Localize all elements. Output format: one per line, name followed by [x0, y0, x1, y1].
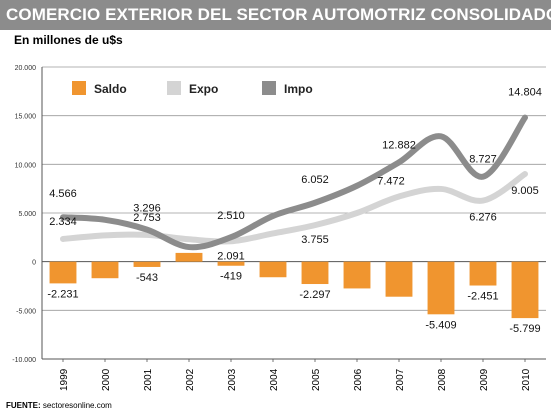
x-tick-label: 1999	[59, 368, 70, 391]
legend-label-saldo: Saldo	[94, 82, 127, 96]
y-tick-label: 15.000	[15, 114, 37, 121]
saldo-value-label: -543	[136, 272, 158, 284]
title-bar: COMERCIO EXTERIOR DEL SECTOR AUTOMOTRIZ …	[0, 0, 551, 30]
legend-swatch-impo	[262, 81, 276, 95]
saldo-bar	[385, 261, 413, 297]
saldo-bar	[175, 252, 203, 262]
impo-line	[60, 114, 528, 251]
expo-value-label: 9.005	[511, 185, 539, 197]
y-tick-label: -10.000	[12, 357, 36, 364]
y-tick-label: 0	[32, 260, 36, 267]
x-tick-label: 2010	[521, 368, 532, 391]
expo-value-label: 2.753	[133, 212, 161, 224]
impo-value-label: 8.727	[469, 154, 497, 166]
impo-value-label: 3.296	[133, 203, 161, 215]
expo-value-label: 2.091	[217, 250, 245, 262]
y-tick-label: 20.000	[15, 65, 37, 72]
x-tick-label: 2008	[437, 368, 448, 391]
saldo-value-label: -5.799	[509, 323, 540, 335]
saldo-bar	[469, 261, 497, 286]
y-tick-label: -5.000	[16, 308, 36, 315]
saldo-bar	[91, 261, 119, 279]
saldo-value-label: -2.231	[47, 288, 78, 300]
x-tick-label: 2003	[227, 368, 238, 391]
saldo-bar	[49, 261, 77, 284]
source-label: FUENTE:	[6, 401, 41, 410]
expo-value-label: 6.276	[469, 212, 497, 224]
legend-swatch-saldo	[72, 81, 86, 95]
chart-title: COMERCIO EXTERIOR DEL SECTOR AUTOMOTRIZ …	[6, 5, 551, 24]
x-tick-label: 2005	[311, 368, 322, 391]
expo-value-label: 7.472	[377, 175, 405, 187]
x-tick-label: 2001	[143, 368, 154, 391]
impo-value-label: 2.510	[217, 210, 245, 222]
x-tick-label: 2002	[185, 368, 196, 391]
impo-value-label: 14.804	[508, 87, 542, 99]
expo-line	[60, 171, 528, 245]
legend-swatch-expo	[167, 81, 181, 95]
source-note: FUENTE: sectoresonline.com	[6, 401, 112, 410]
saldo-bar	[301, 261, 329, 285]
saldo-bar	[133, 261, 161, 267]
saldo-value-label: -419	[220, 271, 242, 283]
x-tick-label: 2000	[101, 368, 112, 391]
x-tick-label: 2006	[353, 368, 364, 391]
saldo-value-label: -2.297	[299, 289, 330, 301]
y-tick-label: 5.000	[18, 211, 36, 218]
x-tick-label: 2004	[269, 368, 280, 391]
expo-value-label: 3.755	[301, 234, 329, 246]
impo-value-label: 12.882	[382, 139, 416, 151]
saldo-bar	[259, 261, 287, 278]
impo-value-label: 4.566	[49, 188, 77, 200]
saldo-bar	[427, 261, 455, 315]
chart-subtitle: En millones de u$s	[14, 33, 123, 47]
saldo-value-label: -2.451	[467, 291, 498, 303]
x-tick-label: 2007	[395, 368, 406, 391]
saldo-value-label: -5.409	[425, 319, 456, 331]
legend-label-expo: Expo	[189, 82, 218, 96]
x-tick-label: 2009	[479, 368, 490, 391]
expo-value-label: 2.334	[49, 216, 77, 228]
saldo-bar	[217, 261, 245, 266]
y-tick-label: 10.000	[15, 162, 37, 169]
source-value: sectoresonline.com	[42, 401, 112, 410]
saldo-bar	[511, 261, 539, 319]
saldo-bar	[343, 261, 371, 289]
impo-value-label: 6.052	[301, 174, 329, 186]
legend-label-impo: Impo	[284, 82, 313, 96]
